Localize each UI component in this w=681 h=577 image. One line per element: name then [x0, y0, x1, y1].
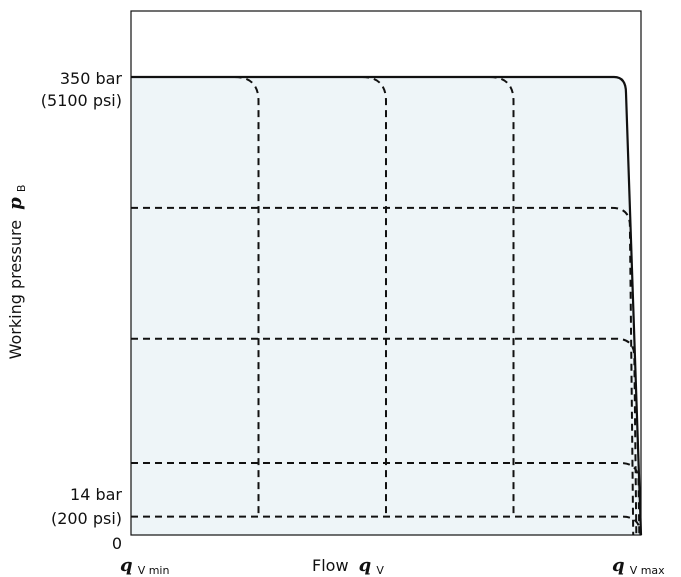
x-axis-title-symbol: q: [359, 555, 372, 576]
svg-text:q V max: q V max: [612, 555, 665, 577]
y-axis-title-subscript: B: [15, 185, 28, 193]
x-tick-min-symbol: q: [120, 555, 133, 576]
y-tick-14: 14 bar (200 psi): [51, 485, 122, 528]
x-tick-max-symbol: q: [612, 555, 625, 576]
y-tick-label-350-bar: 350 bar: [60, 69, 123, 88]
x-tick-max-subscript: V max: [630, 564, 665, 577]
x-axis-title-subscript: V: [376, 564, 384, 577]
y-axis-title-symbol: p: [5, 197, 26, 210]
y-tick-label-5100-psi: (5100 psi): [41, 91, 122, 110]
dashed-pressure-curve-150-bar: [131, 337, 638, 536]
svg-text:Flow q V: Flow q V: [312, 555, 384, 577]
x-axis-title: Flow q V: [312, 555, 384, 577]
svg-text:Working pressure p: Working pressure p B: [5, 185, 28, 360]
x-tick-min-subscript: V min: [138, 564, 170, 577]
y-tick-label-0: 0: [112, 534, 122, 553]
x-tick-max: q V max: [612, 555, 665, 577]
x-tick-min: q V min: [120, 555, 169, 577]
y-tick-350: 350 bar (5100 psi): [41, 69, 123, 110]
y-axis-title: Working pressure p B: [5, 185, 28, 360]
operating-envelope-line: [131, 75, 643, 536]
y-axis-title-text: Working pressure: [6, 220, 25, 359]
plot-frame: [130, 10, 642, 536]
y-tick-label-14-bar: 14 bar: [70, 485, 122, 504]
svg-text:q V min: q V min: [120, 555, 169, 577]
y-tick-label-200-psi: (200 psi): [51, 509, 122, 528]
x-axis-title-text: Flow: [312, 556, 349, 575]
